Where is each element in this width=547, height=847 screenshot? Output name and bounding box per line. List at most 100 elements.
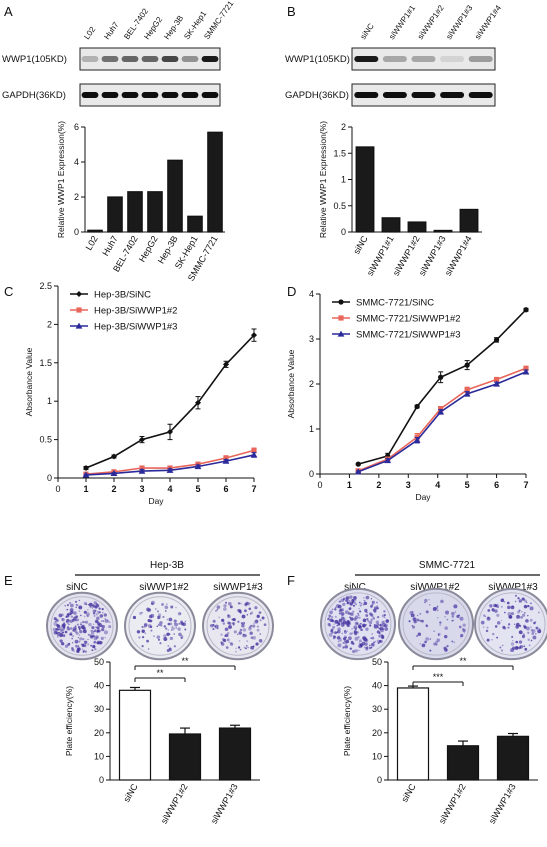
blot-band xyxy=(161,56,179,62)
colony xyxy=(91,649,94,652)
colony xyxy=(530,628,534,632)
colony xyxy=(515,640,518,644)
data-point xyxy=(354,468,362,475)
colony xyxy=(104,618,106,620)
colony xyxy=(419,643,421,645)
colony xyxy=(383,610,386,613)
colony xyxy=(249,631,253,635)
colony xyxy=(328,614,332,618)
bar xyxy=(407,221,427,233)
colony xyxy=(104,636,106,639)
colony xyxy=(381,636,385,639)
sig-label: *** xyxy=(433,672,444,682)
colony xyxy=(496,621,501,625)
colony xyxy=(64,644,69,648)
colony xyxy=(334,615,337,618)
colony xyxy=(485,629,489,633)
colony xyxy=(376,601,378,604)
colony xyxy=(53,621,58,626)
sig-label: ** xyxy=(156,668,164,678)
blot-band xyxy=(468,92,493,98)
colony xyxy=(525,619,529,623)
blot-band xyxy=(411,92,436,98)
x-tick-label: 6 xyxy=(223,484,228,494)
bar xyxy=(127,191,143,233)
colony xyxy=(78,610,81,612)
colony xyxy=(338,600,341,603)
colony xyxy=(58,613,63,618)
colony xyxy=(91,607,94,609)
colony xyxy=(357,636,360,639)
bar-chart-f: 0 10 20 30 40 50 siNC siWWP1#2 siWWP1#3 Plate eff… xyxy=(342,656,538,826)
panel-letter-b: B xyxy=(287,4,296,19)
colony xyxy=(514,594,518,597)
colony xyxy=(354,636,359,641)
colony xyxy=(460,635,462,638)
lane-label: Hep-3B xyxy=(162,14,185,41)
colony xyxy=(444,648,448,652)
colony xyxy=(415,634,419,638)
colony xyxy=(173,619,177,623)
colony xyxy=(350,642,353,645)
colony xyxy=(486,616,491,621)
colony xyxy=(76,647,81,652)
colony xyxy=(349,595,353,599)
colony xyxy=(98,611,101,614)
colony xyxy=(364,608,368,613)
colony xyxy=(376,639,380,643)
colony xyxy=(141,635,145,639)
data-point xyxy=(251,447,257,453)
colony xyxy=(170,605,174,609)
colony xyxy=(243,646,246,649)
colony xyxy=(416,614,419,617)
colony xyxy=(221,618,225,623)
colony xyxy=(171,626,175,631)
colony xyxy=(445,610,449,615)
colony xyxy=(216,605,221,609)
colony xyxy=(68,628,70,631)
colony xyxy=(330,629,334,633)
colony xyxy=(514,623,516,625)
legend-marker xyxy=(337,330,345,337)
legend-label: Hep-3B/SiNC xyxy=(94,290,151,301)
colony xyxy=(229,605,233,609)
colony xyxy=(366,611,368,614)
colony xyxy=(382,623,387,628)
colony xyxy=(346,630,349,632)
y-tick-label: 50 xyxy=(94,657,104,667)
colony xyxy=(424,640,427,644)
y-tick-label: 0 xyxy=(377,775,382,785)
colony xyxy=(178,623,180,625)
bar xyxy=(459,208,479,233)
colony xyxy=(349,647,353,650)
colony xyxy=(102,619,105,623)
colony xyxy=(101,628,105,632)
colony xyxy=(184,628,187,631)
colony xyxy=(230,642,234,646)
legend-marker xyxy=(338,315,344,321)
colony xyxy=(250,645,255,650)
data-point xyxy=(437,408,445,415)
colony xyxy=(433,642,437,646)
data-point xyxy=(523,307,529,313)
colony xyxy=(66,613,70,616)
bar xyxy=(167,159,183,233)
colony xyxy=(507,626,510,629)
colony xyxy=(247,646,249,649)
colony xyxy=(61,632,64,634)
colony xyxy=(75,606,77,609)
colony xyxy=(93,642,95,644)
colony xyxy=(62,623,66,627)
colony xyxy=(373,608,377,613)
blot-band xyxy=(121,92,139,98)
colony xyxy=(68,632,72,636)
colony xyxy=(411,611,414,613)
colony xyxy=(61,642,65,646)
blot-band xyxy=(382,92,407,98)
colony xyxy=(347,620,351,625)
colony xyxy=(454,611,457,613)
colony xyxy=(371,642,375,647)
colony xyxy=(214,625,217,628)
colony xyxy=(97,611,99,613)
colony xyxy=(58,627,61,631)
